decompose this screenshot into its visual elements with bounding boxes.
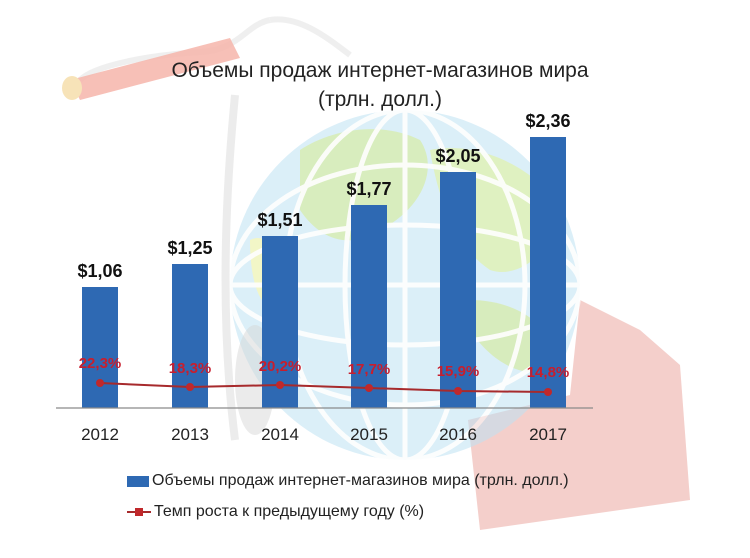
legend-item-growth: Темп роста к предыдущему году (%)	[127, 503, 424, 521]
x-tick-label: 2014	[261, 425, 299, 444]
growth-rate-label: 14,8%	[526, 364, 570, 381]
x-tick-label: 2015	[350, 425, 388, 444]
growth-rate-label: 17,7%	[347, 361, 391, 378]
growth-rate-label: 22,3%	[78, 355, 122, 372]
bar-value-label: $1,51	[257, 210, 303, 230]
legend-growth-label: Темп роста к предыдущему году (%)	[154, 503, 425, 520]
legend-bar-swatch-icon	[127, 475, 149, 487]
x-tick-label: 2017	[529, 425, 567, 444]
pink-card-shape	[468, 300, 690, 530]
chart-subtitle: (трлн. долл.)	[318, 88, 442, 111]
bar-value-label: $2,36	[525, 111, 571, 131]
growth-rate-label: 15,9%	[436, 363, 480, 380]
x-tick-label: 2016	[439, 425, 477, 444]
growth-rate-label: 18,3%	[168, 360, 212, 377]
growth-rate-label: 20,2%	[258, 358, 302, 375]
chart-title: Объемы продаж интернет-магазинов мира	[171, 59, 589, 82]
legend-sales-label: Объемы продаж интернет-магазинов мира (т…	[152, 472, 569, 489]
bar-2012	[82, 287, 118, 408]
bar-2017	[530, 137, 566, 408]
growth-rate-markers	[96, 379, 552, 396]
bar-2014	[262, 236, 298, 408]
legend-line-marker-icon	[127, 506, 151, 518]
bar-value-label: $2,05	[435, 146, 481, 166]
legend-item-sales: Объемы продаж интернет-магазинов мира (т…	[127, 472, 569, 490]
bar-2015	[351, 205, 387, 408]
x-tick-label: 2012	[81, 425, 119, 444]
growth-rate-line	[99, 382, 549, 393]
x-tick-label: 2013	[171, 425, 209, 444]
bar-2016	[440, 172, 476, 408]
bar-value-label: $1,06	[77, 261, 123, 281]
bar-value-label: $1,25	[167, 238, 213, 258]
bar-value-label: $1,77	[346, 179, 392, 199]
